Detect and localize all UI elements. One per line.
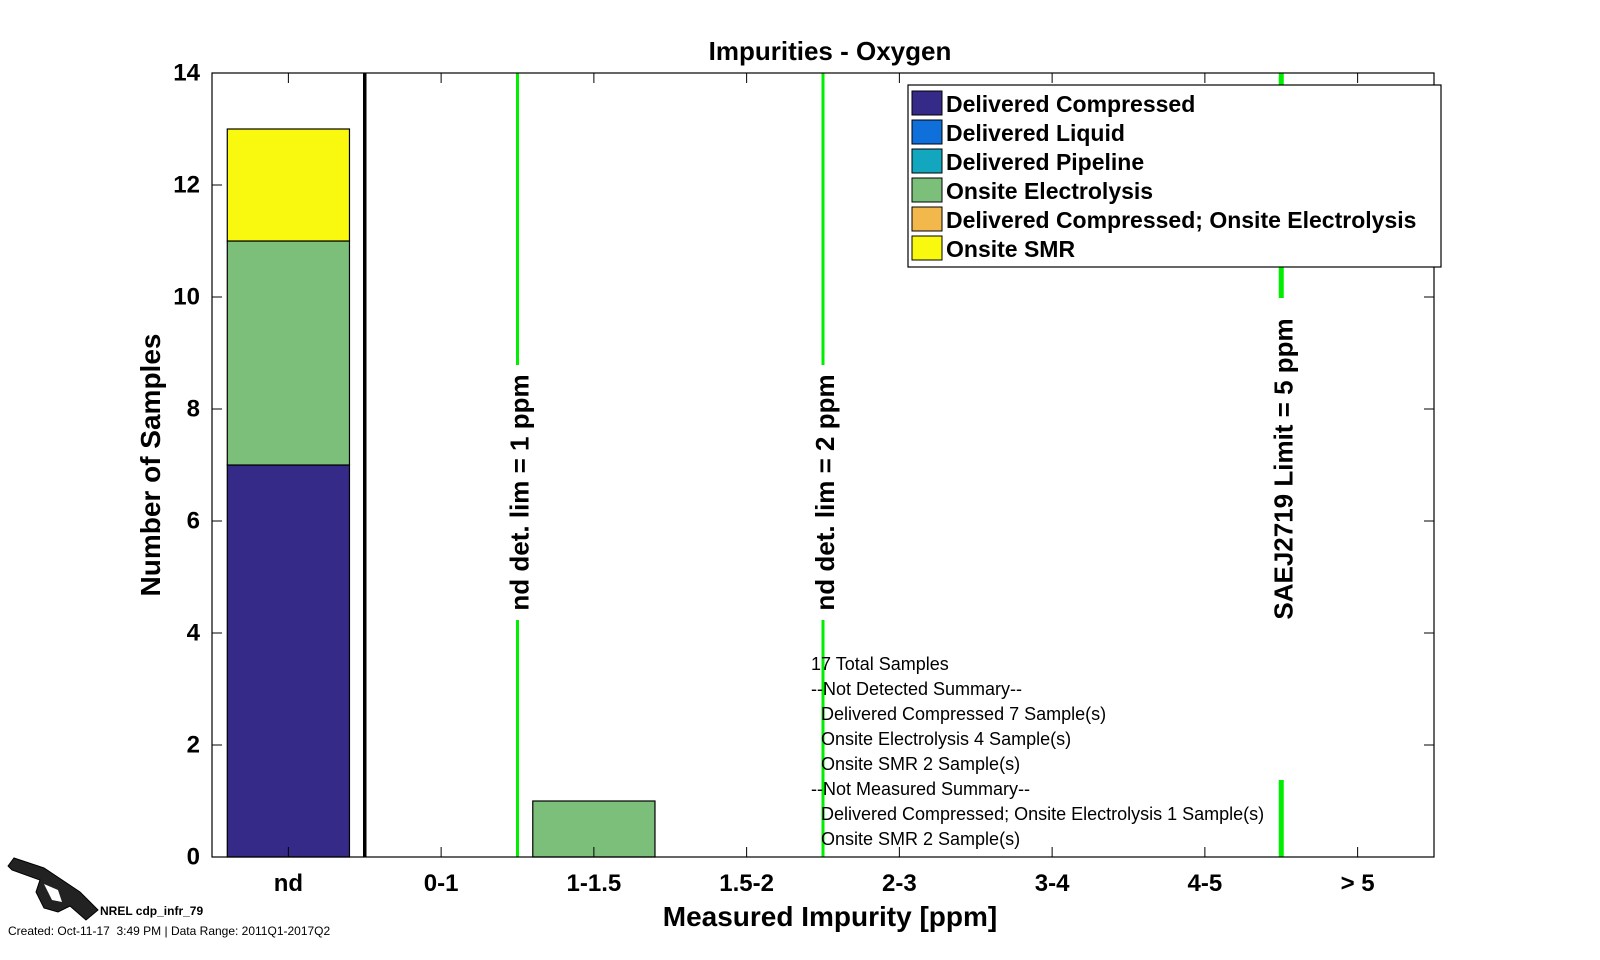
summary-line: Delivered Compressed; Onsite Electrolysi… <box>811 804 1264 824</box>
nozzle-logo <box>7 857 99 921</box>
created-label: Created: Oct-11-17 3:49 PM | Data Range:… <box>8 924 331 938</box>
x-tick-label: nd <box>274 870 303 897</box>
x-tick-label: 4-5 <box>1188 870 1223 897</box>
reference-line-1-label: nd det. lim = 2 ppm <box>810 374 840 610</box>
y-tick-label: 4 <box>187 620 201 647</box>
legend-label-0: Delivered Compressed <box>946 91 1195 117</box>
y-tick-label: 12 <box>173 172 200 199</box>
summary-line: Onsite Electrolysis 4 Sample(s) <box>811 729 1071 749</box>
summary-line: Onsite SMR 2 Sample(s) <box>811 829 1020 849</box>
summary-line: Delivered Compressed 7 Sample(s) <box>811 704 1106 724</box>
summary-line: --Not Detected Summary-- <box>811 679 1022 699</box>
legend-swatch-2 <box>911 148 943 174</box>
legend-swatch-1 <box>911 119 943 145</box>
summary-annotation: 17 Total Samples --Not Detected Summary--… <box>811 654 1264 849</box>
y-tick-label: 2 <box>187 732 200 759</box>
summary-line: --Not Measured Summary-- <box>811 779 1030 799</box>
legend-label-5: Onsite SMR <box>946 236 1075 262</box>
nozzle-highlight <box>44 884 62 902</box>
bars <box>226 128 656 858</box>
y-tick-label: 14 <box>173 60 200 87</box>
y-tick-label: 10 <box>173 284 200 311</box>
x-tick-label: 1.5-2 <box>719 870 774 897</box>
legend-swatch-3 <box>911 177 943 203</box>
y-axis-label: Number of Samples <box>135 334 166 597</box>
summary-line: 17 Total Samples <box>811 654 949 674</box>
chart-id-label: NREL cdp_infr_79 <box>100 904 203 918</box>
legend-swatch-4 <box>911 206 943 232</box>
legend-swatch-0 <box>911 90 943 116</box>
x-axis-label: Measured Impurity [ppm] <box>663 901 997 932</box>
chart-title: Impurities - Oxygen <box>709 36 952 66</box>
bar-nd-series-0 <box>226 464 351 858</box>
y-tick-label: 8 <box>187 396 200 423</box>
reference-line-0-label: nd det. lim = 1 ppm <box>505 374 535 610</box>
bar-nd-series-3 <box>226 240 351 466</box>
legend-label-4: Delivered Compressed; Onsite Electrolysi… <box>946 207 1416 233</box>
summary-line: Onsite SMR 2 Sample(s) <box>811 754 1020 774</box>
legend-label-2: Delivered Pipeline <box>946 149 1144 175</box>
y-tick-label: 0 <box>187 844 200 871</box>
plot-border <box>211 72 1435 858</box>
axes: 0 2 4 6 8 10 12 14 nd 0-1 1-1.5 1.5-2 2-3 3-4 4-5 > 5 <box>173 60 1435 897</box>
bar-nd-series-5 <box>226 128 351 242</box>
legend-swatch-5 <box>911 235 943 261</box>
x-tick-label: > 5 <box>1341 870 1375 897</box>
reference-line-2-label: SAEJ2719 Limit = 5 ppm <box>1268 318 1298 619</box>
legend-box <box>907 84 1442 268</box>
reference-lines: nd det. lim = 1 ppm nd det. lim = 2 ppm SA… <box>505 73 1298 857</box>
x-tick-label: 0-1 <box>424 870 459 897</box>
x-tick-label: 3-4 <box>1035 870 1070 897</box>
y-tick-label: 6 <box>187 508 200 535</box>
legend: Delivered Compressed Delivered Liquid Deli… <box>907 84 1442 268</box>
legend-label-3: Onsite Electrolysis <box>946 178 1153 204</box>
x-tick-label: 2-3 <box>882 870 917 897</box>
legend-label-1: Delivered Liquid <box>946 120 1125 146</box>
x-tick-label: 1-1.5 <box>567 870 622 897</box>
